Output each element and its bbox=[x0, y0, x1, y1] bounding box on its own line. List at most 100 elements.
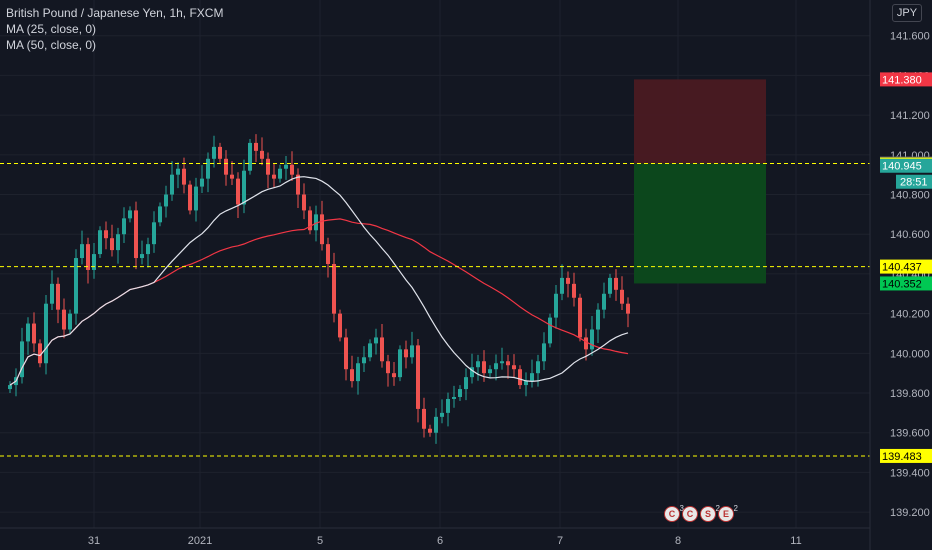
candle-body bbox=[434, 416, 438, 433]
candle-body bbox=[602, 293, 606, 310]
candle-body bbox=[56, 283, 60, 310]
candle-body bbox=[194, 186, 198, 211]
chart-legend: British Pound / Japanese Yen, 1h, FXCM M… bbox=[6, 5, 223, 53]
candle-body bbox=[482, 361, 486, 374]
candle-body bbox=[26, 323, 30, 342]
candle-body bbox=[236, 178, 240, 205]
candle-body bbox=[20, 341, 24, 378]
candle-body bbox=[122, 218, 126, 235]
candle-body bbox=[350, 369, 354, 382]
candle-body bbox=[164, 194, 168, 207]
candle-body bbox=[302, 194, 306, 211]
candle-body bbox=[32, 323, 36, 344]
candle-body bbox=[278, 168, 282, 179]
candle-body bbox=[266, 158, 270, 175]
candle-body bbox=[128, 210, 132, 219]
price-tick-label: 139.200 bbox=[890, 507, 930, 519]
candle-body bbox=[386, 361, 390, 374]
candle-body bbox=[584, 337, 588, 350]
candle-body bbox=[548, 317, 552, 344]
countdown-bg bbox=[896, 174, 932, 189]
time-tick-label: 11 bbox=[790, 535, 801, 547]
candle-body bbox=[98, 230, 102, 255]
price-tick-label: 139.400 bbox=[890, 467, 930, 479]
candle-body bbox=[326, 244, 330, 264]
price-tick-label: 140.800 bbox=[890, 190, 930, 202]
candle-body bbox=[362, 357, 366, 364]
candle-body bbox=[284, 164, 288, 169]
candle-body bbox=[410, 345, 414, 358]
candle-body bbox=[476, 361, 480, 368]
candle-body bbox=[524, 381, 528, 386]
candle-body bbox=[176, 168, 180, 175]
candle-body bbox=[338, 313, 342, 338]
candle-body bbox=[140, 254, 144, 259]
candle-body bbox=[38, 343, 42, 364]
candle-body bbox=[188, 184, 192, 211]
price-tag-label: 140.945 bbox=[882, 161, 922, 173]
candle-body bbox=[458, 389, 462, 397]
candle-body bbox=[134, 210, 138, 259]
candle-body bbox=[440, 412, 444, 417]
candle-body bbox=[242, 170, 246, 205]
price-tag-label: 140.437 bbox=[882, 262, 922, 274]
candle-body bbox=[254, 142, 258, 151]
candle-body bbox=[248, 142, 252, 171]
candle-body bbox=[488, 369, 492, 374]
countdown-label: 28:51 bbox=[900, 177, 928, 189]
candle-body bbox=[146, 244, 150, 255]
candle-body bbox=[428, 428, 432, 433]
candle-body bbox=[530, 373, 534, 382]
candle-body bbox=[182, 168, 186, 185]
candle-body bbox=[272, 174, 276, 179]
candle-body bbox=[494, 363, 498, 370]
candle-body bbox=[260, 150, 264, 159]
candle-body bbox=[626, 303, 630, 314]
candle-body bbox=[206, 158, 210, 179]
candle-body bbox=[332, 264, 336, 314]
ma25-line bbox=[9, 176, 629, 386]
price-tag-bg bbox=[880, 259, 932, 274]
candle-body bbox=[590, 329, 594, 350]
symbol-title: British Pound / Japanese Yen, 1h, FXCM bbox=[6, 6, 224, 20]
event-marker-icon[interactable]: C bbox=[682, 506, 698, 522]
candle-body bbox=[398, 349, 402, 378]
currency-button[interactable]: JPY bbox=[892, 4, 922, 22]
candle-body bbox=[344, 337, 348, 370]
time-tick-label: 7 bbox=[557, 535, 563, 547]
candle-body bbox=[470, 367, 474, 378]
candle-body bbox=[296, 174, 300, 195]
candle-body bbox=[614, 277, 618, 290]
price-tick-label: 140.200 bbox=[890, 309, 930, 321]
candle-body bbox=[8, 385, 12, 390]
time-tick-label: 31 bbox=[88, 535, 100, 547]
ma25-legend: MA (25, close, 0) bbox=[6, 22, 97, 36]
candle-body bbox=[356, 363, 360, 382]
candle-body bbox=[170, 174, 174, 195]
candle-body bbox=[506, 361, 510, 366]
candle-body bbox=[44, 303, 48, 364]
time-tick-label: 2021 bbox=[188, 535, 212, 547]
time-tick-label: 8 bbox=[675, 535, 681, 547]
stop-loss-zone bbox=[634, 79, 766, 164]
price-tag-bg bbox=[880, 158, 932, 173]
candle-body bbox=[572, 283, 576, 298]
price-tick-label: 140.600 bbox=[890, 229, 930, 241]
time-tick-label: 5 bbox=[317, 535, 323, 547]
candle-body bbox=[308, 210, 312, 231]
candle-body bbox=[392, 373, 396, 378]
candle-body bbox=[416, 345, 420, 409]
candle-body bbox=[218, 146, 222, 159]
candle-body bbox=[596, 309, 600, 330]
candle-body bbox=[518, 369, 522, 386]
price-tag-label: 139.483 bbox=[882, 451, 922, 463]
candle-body bbox=[446, 398, 450, 413]
candle-body bbox=[74, 258, 78, 314]
price-tag: 140.437 bbox=[880, 259, 932, 274]
